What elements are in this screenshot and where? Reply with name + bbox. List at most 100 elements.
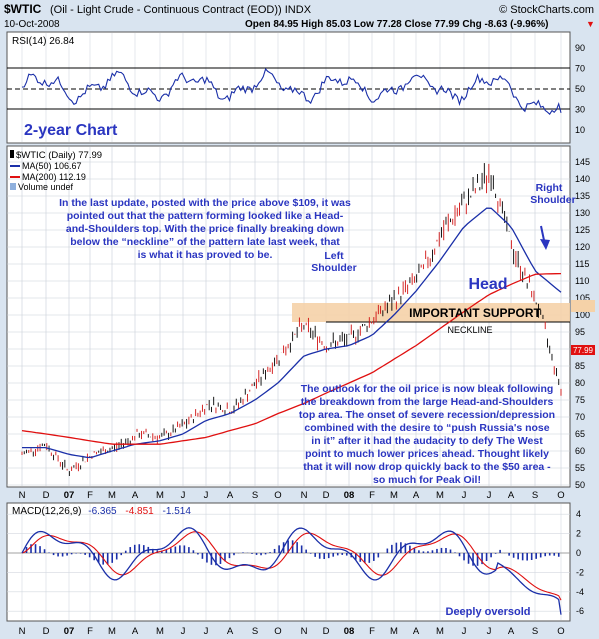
macd-hist-bar	[445, 547, 447, 553]
x-tick-label: A	[413, 490, 420, 501]
annotation-bottom-line: that it will now drop quickly back to th…	[303, 461, 551, 473]
x-tick-label: N	[301, 626, 308, 637]
macd-hist-bar	[269, 552, 271, 553]
wtic-legend-swatch	[10, 150, 14, 158]
macd-hist-bar	[467, 553, 470, 564]
macd-hist-bar	[400, 542, 402, 553]
support-label: IMPORTANT SUPPORT	[409, 306, 541, 320]
price-tick-label: 145	[575, 157, 590, 167]
price-legend: $WTIC (Daily) 77.99 MA(50) 106.67 MA(200…	[10, 150, 102, 192]
macd-hist-bar	[318, 553, 321, 559]
macd-hist-bar	[490, 553, 492, 558]
macd-hist-bar	[539, 553, 542, 558]
macd-hist-bar	[251, 553, 253, 554]
right-shoulder-label: Right Shoulder	[530, 182, 576, 206]
price-tick-label: 95	[575, 327, 585, 337]
x-tick-label: J	[204, 490, 209, 501]
x-tick-label: M	[156, 626, 164, 637]
rsi-legend: RSI(14) 26.84	[12, 36, 75, 47]
macd-hist-bar	[188, 547, 190, 553]
annotation-bottom-line: so much for Peak Oil!	[373, 474, 481, 486]
macd-tick-label: -2	[576, 567, 584, 577]
left-shoulder-line: Left	[324, 250, 344, 262]
hist-legend-value: -1.514	[163, 506, 192, 517]
x-tick-label: M	[436, 490, 444, 501]
macd-tick-label: -4	[576, 587, 584, 597]
macd-hist-bar	[138, 544, 141, 553]
macd-hist-bar	[142, 545, 145, 553]
chg-down-icon: ▼	[586, 19, 595, 29]
macd-hist-bar	[174, 546, 177, 553]
macd-hist-bar	[332, 553, 335, 557]
macd-hist-bar	[309, 553, 312, 554]
macd-hist-bar	[354, 553, 357, 560]
x-tick-label: S	[252, 490, 258, 501]
x-tick-label: 08	[344, 626, 355, 637]
macd-hist-bar	[386, 548, 389, 553]
x-tick-label: S	[252, 626, 258, 637]
macd-legend: MACD(12,26,9) -6.365 -4.851 -1.514	[12, 506, 191, 517]
macd-tick-label: 0	[576, 548, 581, 558]
macd-hist-bar	[485, 553, 488, 562]
annotation-bottom-line: The outlook for the oil price is now ble…	[301, 383, 554, 395]
annotation-top: In the last update, posted with the pric…	[59, 197, 351, 261]
x-tick-label: N	[301, 490, 308, 501]
macd-hist-bar	[84, 553, 86, 555]
annotation-bottom-line: in it” after it had the audacity to defy…	[311, 435, 543, 447]
macd-hist-bar	[391, 544, 393, 553]
x-tick-label: A	[508, 490, 515, 501]
macd-hist-bar	[228, 553, 231, 559]
signal-line	[21, 531, 562, 601]
macd-hist-bar	[115, 553, 118, 560]
volume-legend-label: Volume undef	[18, 182, 74, 192]
macd-hist-bar	[106, 553, 109, 565]
annotation-bottom-line: combined with the desire to “push Russia…	[304, 422, 549, 434]
rsi-axis: 90 70 50 30 10	[575, 43, 585, 135]
annotation-bottom-line: the breakdown from the large Head-and-Sh…	[301, 396, 554, 408]
macd-legend-value: -6.365	[88, 506, 117, 517]
macd-hist-bar	[512, 553, 515, 558]
annotation-top-line: In the last update, posted with the pric…	[59, 197, 351, 209]
macd-hist-bar	[70, 553, 73, 555]
price-tick-label: 115	[575, 259, 589, 269]
price-tick-label: 60	[575, 446, 585, 456]
site-credit: © StockCharts.com	[499, 4, 594, 16]
x-tick-label: M	[108, 490, 116, 501]
rsi-line	[21, 67, 562, 116]
macd-hist-bar	[458, 553, 461, 557]
macd-hist-bar	[418, 550, 420, 553]
macd-hist-bar	[66, 553, 68, 556]
x-tick-label: J	[462, 490, 467, 501]
macd-hist-bar	[201, 553, 204, 559]
x-tick-label: A	[132, 490, 139, 501]
macd-hist-bar	[449, 549, 452, 553]
macd-hist-bar	[264, 553, 267, 555]
macd-hist-bar	[192, 550, 195, 553]
macd-hist-bar	[436, 548, 438, 553]
x-tick-label: M	[108, 626, 116, 637]
macd-hist-bar	[120, 553, 123, 556]
macd-hist-bar	[499, 549, 501, 553]
macd-hist-bar	[323, 553, 326, 560]
macd-hist-bar	[57, 553, 59, 557]
macd-hist-bar	[363, 553, 366, 564]
neckline-label: NECKLINE	[447, 325, 492, 335]
macd-hist-bar	[152, 548, 154, 553]
x-tick-label: A	[508, 626, 515, 637]
price-tick-label: 100	[575, 310, 590, 320]
x-tick-label: S	[532, 490, 538, 501]
annotation-top-line: below the “neckline” of the pattern late…	[70, 236, 340, 248]
x-tick-label: 07	[64, 490, 75, 501]
macd-hist-bar	[52, 553, 55, 556]
x-tick-label: S	[532, 626, 538, 637]
left-shoulder-label: Left Shoulder	[311, 250, 357, 274]
symbol-title: $WTIC	[4, 2, 42, 16]
rsi-panel	[6, 31, 571, 144]
macd-hist-bar	[39, 546, 41, 553]
x-tick-label: M	[156, 490, 164, 501]
symbol-description: (Oil - Light Crude - Continuous Contract…	[50, 4, 312, 16]
macd-panel	[6, 502, 571, 622]
macd-hist-bar	[476, 553, 479, 566]
x-tick-label: A	[227, 490, 234, 501]
